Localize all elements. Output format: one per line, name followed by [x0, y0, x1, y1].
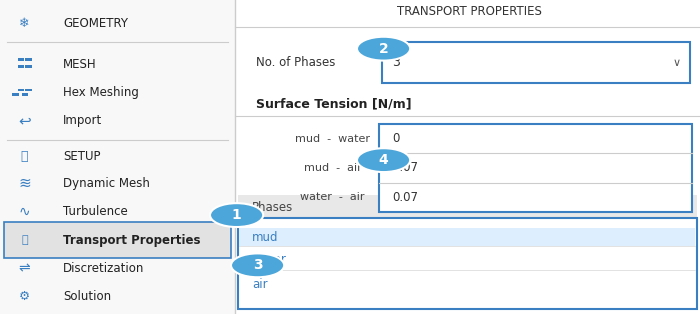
Text: 0: 0: [392, 132, 400, 145]
Text: Solution: Solution: [63, 290, 111, 303]
Text: 3: 3: [392, 56, 400, 69]
Text: ≋: ≋: [18, 176, 31, 191]
Text: 1: 1: [232, 208, 242, 222]
Text: mud  -  air: mud - air: [304, 163, 361, 173]
Bar: [238, 195, 696, 217]
Text: water: water: [252, 252, 286, 266]
FancyBboxPatch shape: [379, 124, 692, 212]
Text: 2: 2: [379, 42, 389, 56]
Bar: [25, 58, 32, 61]
Text: Discretization: Discretization: [63, 262, 144, 275]
Text: Import: Import: [63, 114, 102, 127]
Text: ❄: ❄: [20, 17, 29, 30]
Text: 0.07: 0.07: [392, 191, 418, 204]
Text: Phases: Phases: [252, 201, 293, 214]
Text: mud: mud: [252, 230, 279, 244]
FancyBboxPatch shape: [238, 218, 696, 309]
Text: MESH: MESH: [63, 58, 97, 71]
Bar: [18, 65, 24, 68]
Text: Hex Meshing: Hex Meshing: [63, 86, 139, 99]
Text: ∿: ∿: [19, 205, 30, 219]
Text: air: air: [252, 278, 267, 291]
Bar: [18, 89, 24, 91]
Circle shape: [210, 203, 263, 227]
Bar: [25, 89, 32, 91]
Text: 3: 3: [253, 258, 262, 272]
Bar: [22, 93, 28, 96]
FancyBboxPatch shape: [382, 42, 690, 83]
Text: Transport Properties: Transport Properties: [63, 234, 200, 247]
Text: 4: 4: [379, 153, 389, 167]
Text: TRANSPORT PROPERTIES: TRANSPORT PROPERTIES: [397, 5, 541, 19]
Text: Dynamic Mesh: Dynamic Mesh: [63, 177, 150, 190]
Text: 🔧: 🔧: [21, 150, 28, 164]
Text: water  -  air: water - air: [300, 192, 365, 202]
Text: mud  -  water: mud - water: [295, 134, 370, 144]
Circle shape: [357, 148, 410, 172]
Text: 0.07: 0.07: [392, 161, 418, 175]
Text: GEOMETRY: GEOMETRY: [63, 17, 128, 30]
Text: ∨: ∨: [673, 58, 681, 68]
Bar: [4, 222, 231, 258]
Text: Turbulence: Turbulence: [63, 205, 127, 219]
Text: ⇌: ⇌: [19, 262, 30, 275]
Bar: [0, 0, 234, 314]
Bar: [18, 58, 24, 61]
Text: SETUP: SETUP: [63, 150, 101, 164]
Bar: [25, 65, 32, 68]
Text: ↩: ↩: [18, 113, 31, 128]
Bar: [239, 228, 695, 246]
Text: No. of Phases: No. of Phases: [256, 56, 335, 69]
Bar: [13, 93, 19, 96]
Text: ⚙: ⚙: [19, 290, 30, 303]
Circle shape: [357, 37, 410, 61]
Circle shape: [231, 253, 284, 277]
Text: 🚚: 🚚: [21, 235, 28, 245]
Text: Surface Tension [N/m]: Surface Tension [N/m]: [256, 97, 411, 110]
